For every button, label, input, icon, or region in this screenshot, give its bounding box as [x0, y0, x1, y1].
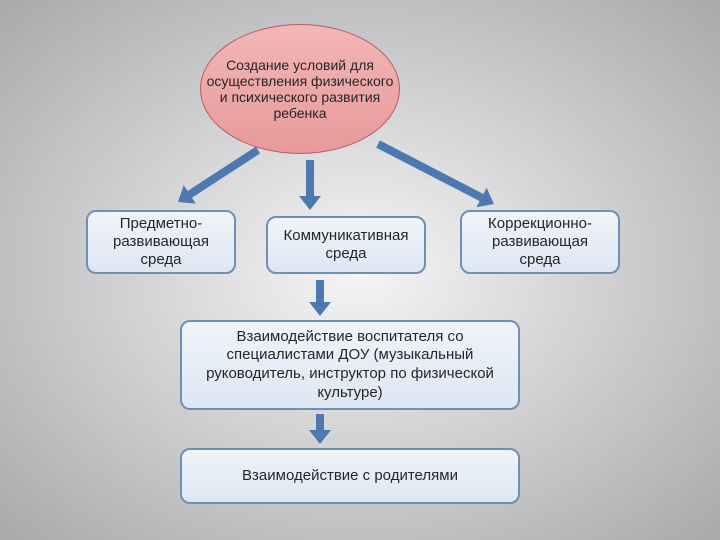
node-right-text: Коррекционно-развивающая среда	[472, 215, 608, 269]
arrow	[309, 414, 331, 444]
node-left-text: Предметно-развивающая среда	[98, 215, 224, 269]
arrow	[376, 140, 494, 207]
arrow	[309, 280, 331, 316]
node-top-text: Создание условий для осуществления физич…	[201, 57, 399, 121]
node-specialists-text: Взаимодействие воспитателя со специалист…	[192, 328, 508, 403]
node-specialists: Взаимодействие воспитателя со специалист…	[180, 320, 520, 410]
diagram-stage: Создание условий для осуществления физич…	[0, 0, 720, 540]
node-middle-text: Коммуникативная среда	[278, 227, 414, 263]
arrow	[299, 160, 321, 210]
arrow	[178, 147, 260, 204]
node-parents: Взаимодействие с родителями	[180, 448, 520, 504]
node-middle: Коммуникативная среда	[266, 216, 426, 274]
node-right: Коррекционно-развивающая среда	[460, 210, 620, 274]
node-parents-text: Взаимодействие с родителями	[242, 467, 458, 485]
node-top-ellipse: Создание условий для осуществления физич…	[200, 24, 400, 154]
node-left: Предметно-развивающая среда	[86, 210, 236, 274]
